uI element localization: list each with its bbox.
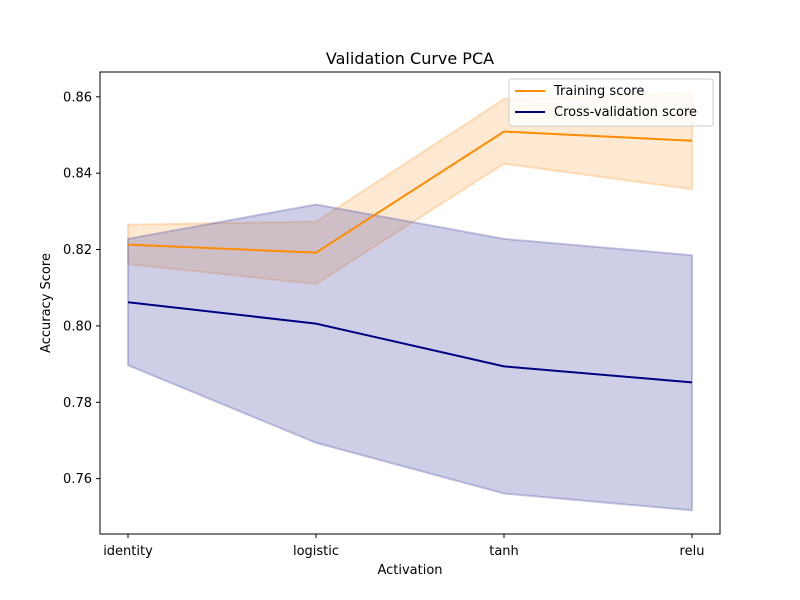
legend-label-training: Training score xyxy=(553,84,644,99)
x-axis-ticks: identity logistic tanh relu xyxy=(103,534,704,559)
legend-label-cross-validation: Cross-validation score xyxy=(554,105,697,120)
y-tick-label: 0.82 xyxy=(63,243,92,258)
band-training xyxy=(127,91,693,285)
x-tick-label: tanh xyxy=(489,544,519,559)
legend-box xyxy=(508,78,714,127)
line-cross-validation xyxy=(127,301,693,384)
y-tick-label: 0.84 xyxy=(63,167,92,182)
y-tick-label: 0.76 xyxy=(63,472,92,487)
y-axis-title: Accuracy Score xyxy=(39,253,54,353)
y-axis-ticks: 0.76 0.78 0.80 0.82 0.84 0.86 xyxy=(63,90,100,487)
legend: Training score Cross-validation score xyxy=(508,78,714,127)
x-tick-label: relu xyxy=(680,544,705,559)
series-lines xyxy=(127,130,693,384)
x-axis-title: Activation xyxy=(377,563,442,578)
y-tick-label: 0.80 xyxy=(63,319,92,334)
x-tick-label: logistic xyxy=(293,544,339,559)
line-training xyxy=(127,130,693,254)
y-tick-label: 0.78 xyxy=(63,396,92,411)
confidence-bands xyxy=(127,91,693,512)
x-tick-label: identity xyxy=(103,544,153,559)
band-cross-validation xyxy=(127,203,693,512)
chart-title: Validation Curve PCA xyxy=(326,49,494,68)
y-tick-label: 0.86 xyxy=(63,90,92,105)
plot-frame xyxy=(99,71,721,535)
